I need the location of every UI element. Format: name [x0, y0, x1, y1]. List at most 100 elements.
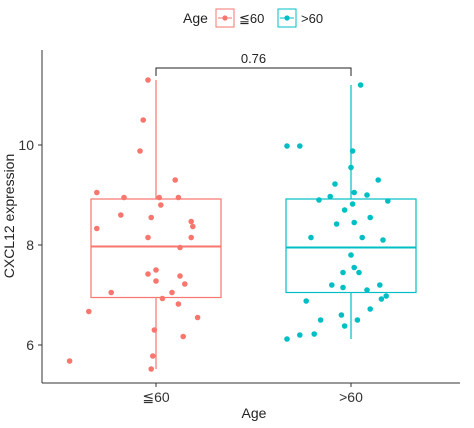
- data-point: [194, 314, 201, 321]
- data-point: [94, 189, 100, 196]
- data-point: [172, 177, 178, 183]
- legend-key-dot: [284, 15, 290, 21]
- data-point: [316, 197, 322, 203]
- data-point: [327, 193, 334, 200]
- x-axis-title: Age: [242, 405, 267, 421]
- legend-title: Age: [183, 10, 208, 26]
- data-point: [340, 284, 346, 291]
- data-point: [303, 298, 310, 304]
- jitter-points: [66, 77, 391, 372]
- data-point: [158, 202, 164, 208]
- comparison-bracket: 0.76: [155, 51, 352, 76]
- legend-key-dot: [222, 15, 228, 21]
- data-point: [177, 244, 183, 251]
- data-point: [148, 366, 154, 372]
- legend: Age ≦60 >60: [183, 8, 323, 28]
- data-point: [118, 212, 124, 218]
- data-point: [375, 177, 382, 183]
- data-point: [153, 278, 159, 284]
- data-point: [94, 225, 100, 232]
- legend-key-box: [215, 8, 235, 28]
- data-point: [297, 332, 303, 338]
- data-point: [180, 333, 186, 340]
- box-high-age: [285, 85, 417, 339]
- data-point: [341, 323, 348, 329]
- data-point: [329, 282, 335, 288]
- data-point: [86, 308, 92, 315]
- data-point: [145, 77, 151, 83]
- data-point: [153, 267, 159, 273]
- data-point: [348, 164, 354, 171]
- data-point: [317, 317, 324, 323]
- data-point: [338, 312, 345, 318]
- data-point: [188, 234, 194, 241]
- data-point: [385, 198, 391, 204]
- data-point: [145, 234, 151, 241]
- data-point: [354, 317, 361, 323]
- legend-key-box: [277, 8, 297, 28]
- legend-label-low-age: ≦60: [239, 11, 264, 26]
- data-point: [351, 219, 358, 226]
- legend-key-high-age: >60: [277, 8, 323, 28]
- data-point: [140, 117, 146, 123]
- legend-label-high-age: >60: [301, 11, 323, 26]
- data-point: [341, 207, 348, 213]
- data-point: [383, 293, 390, 299]
- data-point: [151, 327, 158, 333]
- data-point: [364, 192, 370, 198]
- data-point: [148, 214, 154, 221]
- y-axis-title: CXCL12 expression: [1, 154, 17, 279]
- y-tick-label: 10: [18, 137, 34, 153]
- data-point: [284, 336, 290, 342]
- data-point: [333, 221, 340, 227]
- y-tick-label: 8: [26, 237, 34, 253]
- iqr-box: [90, 198, 222, 299]
- data-point: [349, 148, 356, 154]
- data-point: [359, 234, 366, 241]
- data-point: [380, 237, 386, 243]
- data-point: [188, 218, 194, 225]
- data-point: [108, 289, 114, 296]
- data-point: [284, 143, 290, 149]
- x-tick-label: ≦60: [142, 389, 170, 405]
- data-point: [156, 194, 162, 201]
- data-point: [308, 234, 314, 241]
- data-point: [175, 194, 182, 201]
- legend-key-low-age: ≦60: [215, 8, 264, 28]
- data-point: [66, 358, 73, 364]
- iqr-box: [285, 198, 417, 294]
- data-point: [145, 271, 151, 277]
- data-point: [332, 181, 338, 187]
- data-point: [297, 143, 303, 149]
- data-point: [351, 264, 358, 271]
- x-tick-label: >60: [339, 389, 363, 405]
- data-point: [177, 273, 183, 279]
- box-low-age: [90, 80, 222, 369]
- data-point: [169, 289, 175, 296]
- data-point: [378, 296, 385, 302]
- data-point: [137, 148, 143, 154]
- y-axis-ticks: 6 8 10: [18, 137, 42, 353]
- x-axis-ticks: ≦60 >60: [142, 383, 363, 405]
- data-point: [182, 281, 188, 287]
- data-point: [175, 301, 182, 307]
- data-point: [356, 269, 362, 276]
- data-point: [367, 306, 374, 312]
- data-point: [377, 282, 383, 288]
- boxes: [90, 80, 417, 369]
- data-point: [121, 194, 127, 201]
- data-point: [190, 223, 196, 230]
- y-tick-label: 6: [26, 337, 34, 353]
- data-point: [351, 189, 358, 196]
- p-value-label: 0.76: [241, 51, 266, 66]
- data-point: [150, 353, 156, 359]
- bracket-line: [155, 67, 352, 76]
- data-point: [311, 331, 318, 337]
- data-point: [348, 252, 354, 258]
- data-point: [159, 295, 166, 302]
- data-point: [367, 214, 374, 221]
- data-point: [364, 287, 370, 293]
- data-point: [357, 82, 364, 88]
- data-point: [340, 269, 346, 276]
